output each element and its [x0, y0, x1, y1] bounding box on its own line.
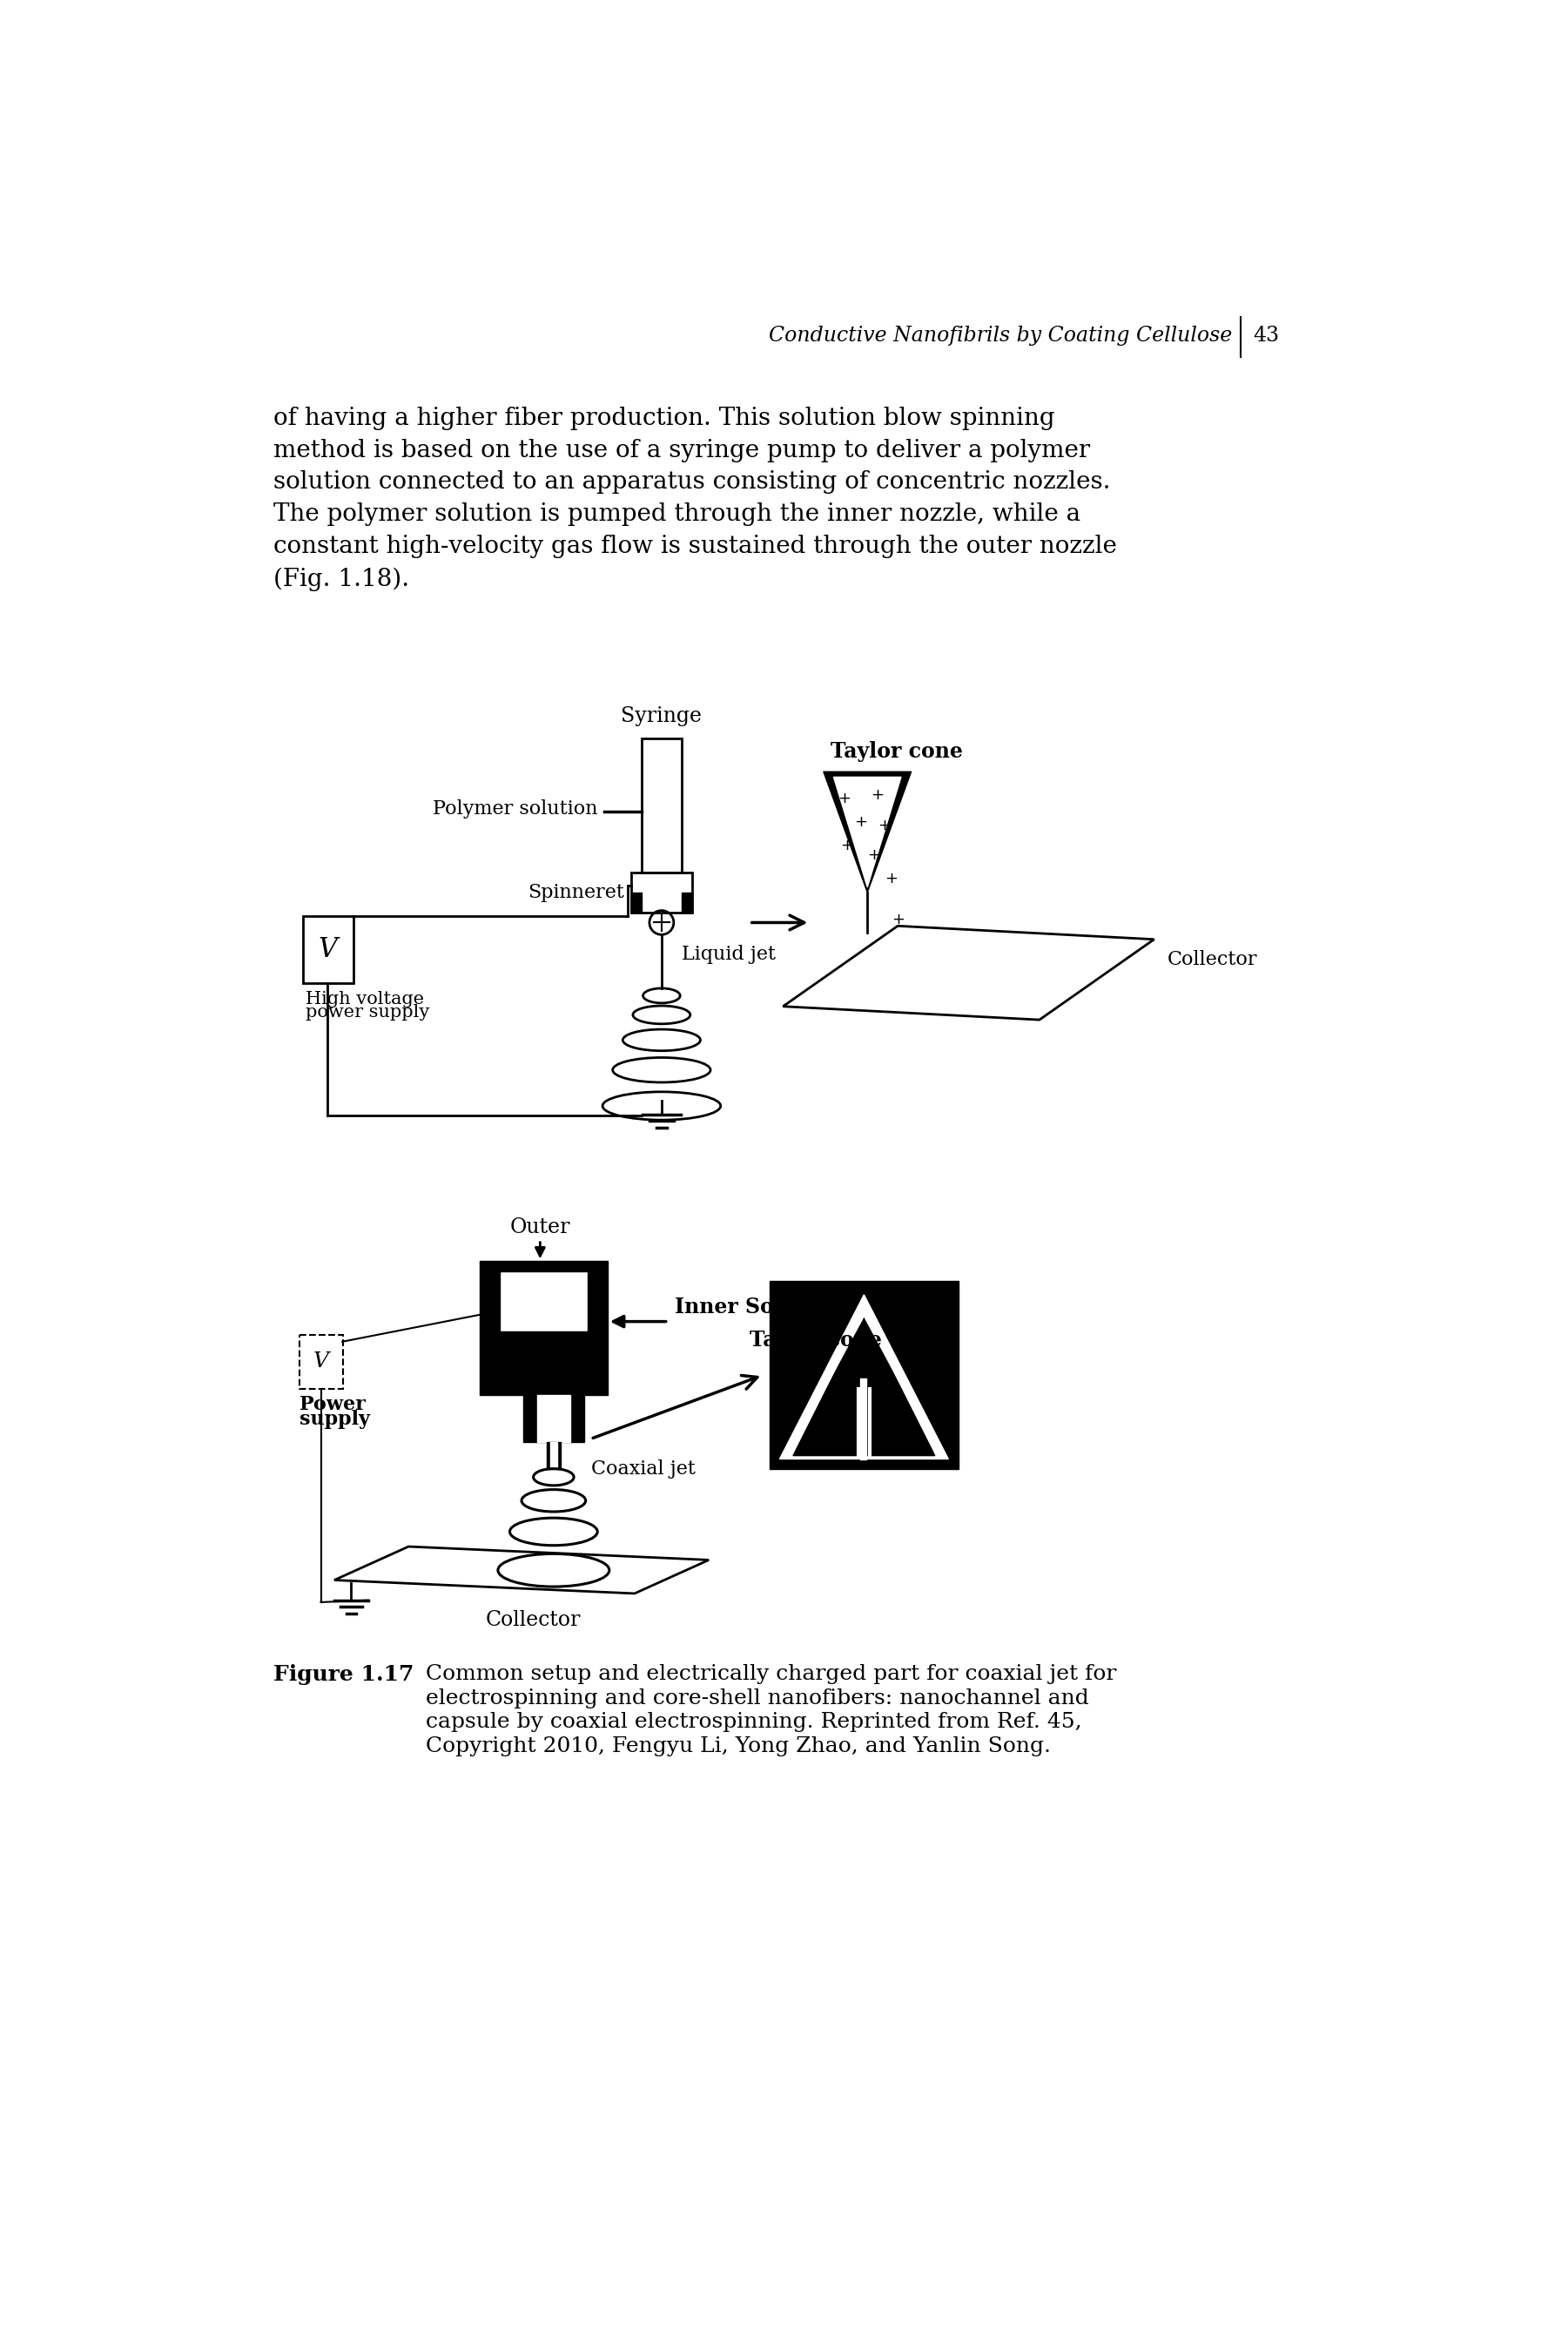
Text: Outer: Outer	[510, 1218, 571, 1237]
Text: Common setup and electrically charged part for coaxial jet for: Common setup and electrically charged pa…	[425, 1663, 1116, 1684]
Bar	[480, 1261, 607, 1395]
Text: +: +	[837, 790, 850, 807]
Text: of having a higher fiber production. This solution blow spinning: of having a higher fiber production. Thi…	[273, 407, 1055, 430]
Text: Taylor cone: Taylor cone	[829, 741, 963, 762]
Bar	[303, 915, 353, 983]
Bar	[770, 1282, 958, 1470]
Polygon shape	[834, 776, 902, 887]
Text: electrospinning and core-shell nanofibers: nanochannel and: electrospinning and core-shell nanofiber…	[425, 1689, 1088, 1708]
Text: +: +	[840, 837, 853, 854]
Text: capsule by coaxial electrospinning. Reprinted from Ref. 45,: capsule by coaxial electrospinning. Repr…	[425, 1712, 1082, 1731]
Text: Collector: Collector	[1168, 950, 1258, 969]
Bar	[550, 1442, 557, 1470]
Text: +: +	[891, 910, 905, 927]
Text: Conductive Nanofibrils by Coating Cellulose: Conductive Nanofibrils by Coating Cellul…	[768, 327, 1232, 346]
Text: Figure 1.17: Figure 1.17	[273, 1663, 414, 1684]
Text: +: +	[867, 847, 881, 863]
Text: constant high-velocity gas flow is sustained through the outer nozzle: constant high-velocity gas flow is susta…	[273, 534, 1116, 557]
Polygon shape	[823, 771, 911, 891]
Polygon shape	[793, 1315, 935, 1456]
Text: Power: Power	[299, 1395, 365, 1414]
Text: Syringe: Syringe	[621, 706, 702, 727]
Text: Polymer solution: Polymer solution	[433, 800, 597, 818]
Text: Liquid jet: Liquid jet	[682, 946, 776, 964]
Text: V: V	[318, 936, 337, 962]
Bar	[299, 1336, 343, 1388]
Text: High voltage: High voltage	[306, 990, 425, 1007]
Bar	[632, 891, 641, 913]
Text: +: +	[884, 870, 897, 887]
Text: power supply: power supply	[306, 1004, 430, 1021]
Text: +: +	[870, 788, 884, 802]
Bar	[536, 1395, 571, 1442]
Bar	[641, 739, 682, 873]
Text: V: V	[314, 1352, 329, 1371]
Bar	[632, 873, 691, 913]
Text: Copyright 2010, Fengyu Li, Yong Zhao, and Yanlin Song.: Copyright 2010, Fengyu Li, Yong Zhao, an…	[425, 1736, 1051, 1757]
Bar	[682, 891, 691, 913]
Text: Coaxial jet: Coaxial jet	[591, 1461, 695, 1479]
Text: supply: supply	[299, 1411, 370, 1430]
Bar	[547, 1442, 560, 1470]
Text: Inner Solution: Inner Solution	[676, 1296, 842, 1317]
Bar	[500, 1270, 588, 1331]
Text: +: +	[878, 818, 891, 833]
Text: solution connected to an apparatus consisting of concentric nozzles.: solution connected to an apparatus consi…	[273, 470, 1110, 494]
Text: Taylor cone: Taylor cone	[750, 1329, 881, 1350]
Text: (Fig. 1.18).: (Fig. 1.18).	[273, 567, 409, 590]
Text: The polymer solution is pumped through the inner nozzle, while a: The polymer solution is pumped through t…	[273, 503, 1080, 527]
Text: 43: 43	[1253, 327, 1279, 346]
Text: method is based on the use of a syringe pump to deliver a polymer: method is based on the use of a syringe …	[273, 437, 1090, 461]
Text: Spinneret: Spinneret	[528, 882, 624, 901]
Text: +: +	[855, 814, 867, 830]
Text: Collector: Collector	[486, 1611, 582, 1630]
Polygon shape	[779, 1294, 949, 1458]
Bar	[524, 1395, 583, 1442]
